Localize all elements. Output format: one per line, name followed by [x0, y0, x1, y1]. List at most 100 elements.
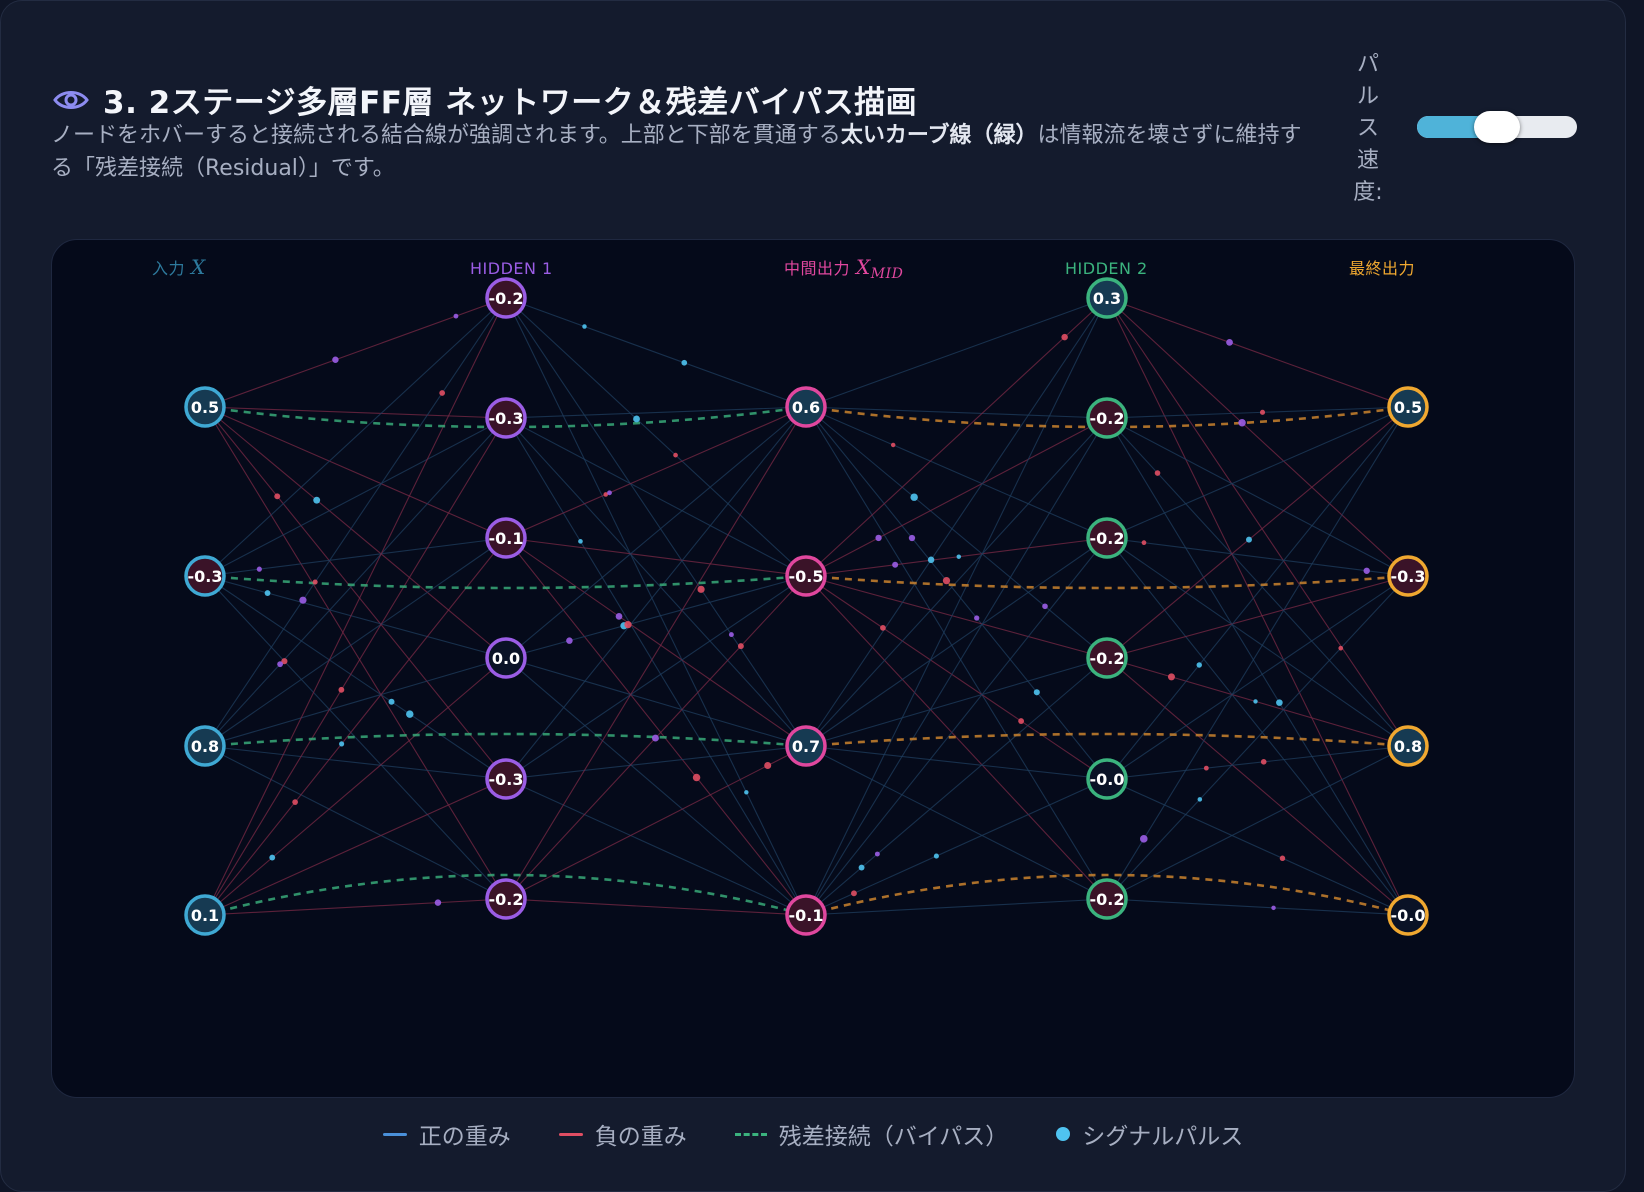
neuron-node[interactable]: 0.8	[184, 725, 226, 767]
negative-weight-line	[204, 537, 507, 916]
legend-positive: 正の重み	[382, 1117, 511, 1151]
residual-bypass-line	[805, 732, 1409, 748]
neuron-node[interactable]: -0.0	[1387, 894, 1429, 936]
neuron-circle	[485, 758, 527, 800]
neuron-node[interactable]: 0.5	[184, 386, 226, 428]
neuron-circle	[1387, 555, 1429, 597]
positive-weight-line	[1106, 406, 1409, 900]
negative-weight-line	[204, 406, 507, 900]
neuron-circle	[184, 894, 226, 936]
legend: 正の重み 負の重み 残差接続（バイパス） シグナルパルス	[1, 1117, 1625, 1151]
signal-pulse	[1363, 567, 1370, 574]
neuron-value: 0.5	[191, 398, 219, 417]
negative-weight-line	[1106, 657, 1409, 916]
negative-weight-line	[204, 406, 507, 539]
positive-weight-line	[505, 417, 807, 747]
neuron-node[interactable]: 0.5	[1387, 386, 1429, 428]
negative-weight-line	[505, 537, 807, 577]
neuron-node[interactable]: -0.1	[785, 894, 827, 936]
positive-weight-line	[805, 417, 1108, 747]
positive-weight-swatch	[382, 1132, 407, 1136]
negative-weight-line	[204, 657, 507, 916]
negative-weight-swatch	[558, 1132, 583, 1136]
neuron-node[interactable]: 0.8	[1387, 725, 1429, 767]
signal-pulse	[582, 324, 587, 329]
signal-pulse	[681, 359, 688, 366]
neuron-circle	[1086, 878, 1128, 920]
neuron-circle	[184, 725, 226, 767]
signal-pulse	[1226, 338, 1233, 346]
legend-residual: 残差接続（バイパス）	[734, 1117, 1008, 1151]
positive-weight-line	[1106, 575, 1409, 900]
neuron-node[interactable]: 0.3	[1086, 277, 1128, 319]
neuron-node[interactable]: 0.7	[785, 725, 827, 767]
legend-pulse-label: シグナルパルス	[1082, 1124, 1244, 1150]
neuron-circle	[785, 555, 827, 597]
signal-pulse	[1259, 409, 1266, 415]
signal-pulse	[1238, 418, 1246, 427]
neuron-node[interactable]: -0.2	[485, 277, 527, 319]
positive-weight-line	[805, 745, 1108, 780]
neuron-value: 0.8	[1394, 737, 1422, 756]
signal-pulse	[1338, 645, 1344, 651]
signal-pulse	[1061, 333, 1068, 341]
positive-weight-line	[505, 297, 807, 408]
neuron-node[interactable]: -0.1	[485, 517, 527, 559]
neuron-node[interactable]: -0.2	[1086, 878, 1128, 920]
neuron-node[interactable]: -0.2	[485, 878, 527, 920]
positive-weight-line	[805, 898, 1108, 916]
positive-weight-line	[805, 406, 1108, 900]
layer-label: 中間出力 XMID	[784, 255, 903, 282]
signal-pulse	[880, 625, 886, 631]
positive-weight-line	[805, 406, 1108, 419]
residual-bypass-line	[204, 732, 807, 748]
neuron-circle	[485, 878, 527, 920]
neuron-circle	[1387, 386, 1429, 428]
layer-label: 入力 X	[152, 255, 206, 279]
positive-weight-line	[505, 657, 807, 916]
description-bold: 太いカーブ線（緑）	[840, 123, 1038, 148]
neuron-node[interactable]: -0.2	[1086, 517, 1128, 559]
positive-weight-line	[204, 537, 507, 577]
neuron-node[interactable]: 0.6	[785, 386, 827, 428]
neuron-node[interactable]: -0.2	[1086, 637, 1128, 679]
signal-pulse	[927, 556, 935, 564]
positive-weight-line	[1106, 417, 1409, 916]
residual-swatch	[734, 1132, 767, 1136]
speed-slider-thumb[interactable]	[1474, 111, 1520, 143]
signal-pulse	[339, 741, 345, 747]
description-text-1: ノードをホバーすると接続される結合線が強調されます。上部と下部を貫通する	[51, 123, 841, 148]
positive-weight-line	[505, 657, 807, 747]
neuron-node[interactable]: -0.3	[485, 397, 527, 439]
positive-weight-line	[1106, 417, 1409, 577]
neuron-node[interactable]: -0.0	[1086, 758, 1128, 800]
neuron-value: -0.3	[489, 770, 524, 789]
neuron-node[interactable]: -0.3	[485, 758, 527, 800]
neuron-value: 0.5	[1394, 398, 1422, 417]
negative-weight-line	[805, 297, 1108, 577]
neuron-node[interactable]: -0.2	[1086, 397, 1128, 439]
neuron-node[interactable]: 0.0	[485, 637, 527, 679]
positive-weight-line	[805, 297, 1108, 916]
signal-pulse	[1203, 765, 1209, 771]
signal-pulse	[434, 899, 442, 906]
positive-weight-line	[204, 575, 507, 659]
signal-pulse	[1279, 855, 1286, 862]
signal-pulse	[1140, 835, 1148, 843]
neuron-node[interactable]: 0.1	[184, 894, 226, 936]
layer-label: 最終出力	[1349, 259, 1415, 278]
neuron-value: 0.6	[792, 398, 820, 417]
neuron-node[interactable]: -0.3	[1387, 555, 1429, 597]
signal-pulse	[292, 799, 298, 805]
signal-pulse	[312, 579, 318, 585]
speed-slider[interactable]	[1417, 111, 1577, 143]
neuron-circle	[1387, 894, 1429, 936]
negative-weight-line	[505, 406, 807, 900]
neuron-value: -0.2	[1090, 649, 1125, 668]
positive-weight-line	[805, 297, 1108, 747]
neuron-node[interactable]: -0.3	[184, 555, 226, 597]
positive-weight-line	[505, 406, 807, 780]
positive-weight-line	[505, 297, 807, 916]
neuron-node[interactable]: -0.5	[785, 555, 827, 597]
negative-weight-line	[1106, 297, 1409, 577]
